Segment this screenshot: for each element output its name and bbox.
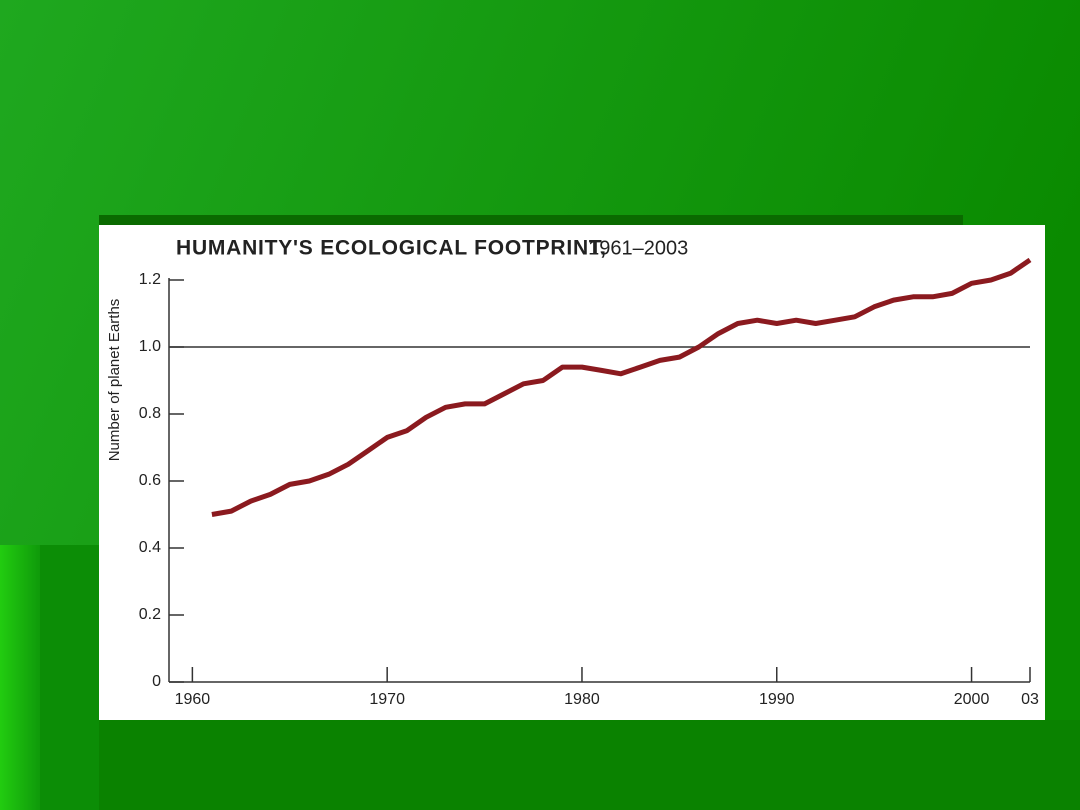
decor-block [40, 545, 100, 810]
y-tick-label: 0.2 [139, 606, 161, 623]
chart-subtitle: 1961–2003 [588, 237, 688, 259]
data-line [211, 257, 1032, 517]
x-tick-label: 1980 [564, 691, 600, 708]
x-tick-label: 03 [1021, 691, 1039, 708]
y-tick-label: 0.4 [139, 539, 161, 556]
y-axis-label: Number of planet Earths [106, 299, 123, 462]
y-tick-label: 0 [152, 673, 161, 690]
y-tick-label: 1.2 [139, 271, 161, 288]
decor-bottom [99, 720, 1080, 810]
decor-strip [0, 545, 40, 810]
y-tick-label: 1.0 [139, 338, 161, 355]
y-tick-label: 0.6 [139, 472, 161, 489]
chart-title: HUMANITY'S ECOLOGICAL FOOTPRINT, [176, 237, 606, 260]
decor-band [99, 215, 963, 225]
chart-panel [99, 225, 1045, 720]
x-tick-label: 1990 [759, 691, 795, 708]
x-tick-label: 2000 [954, 691, 990, 708]
y-tick-label: 0.8 [139, 405, 161, 422]
x-tick-label: 1960 [175, 691, 211, 708]
x-tick-label: 1970 [369, 691, 405, 708]
